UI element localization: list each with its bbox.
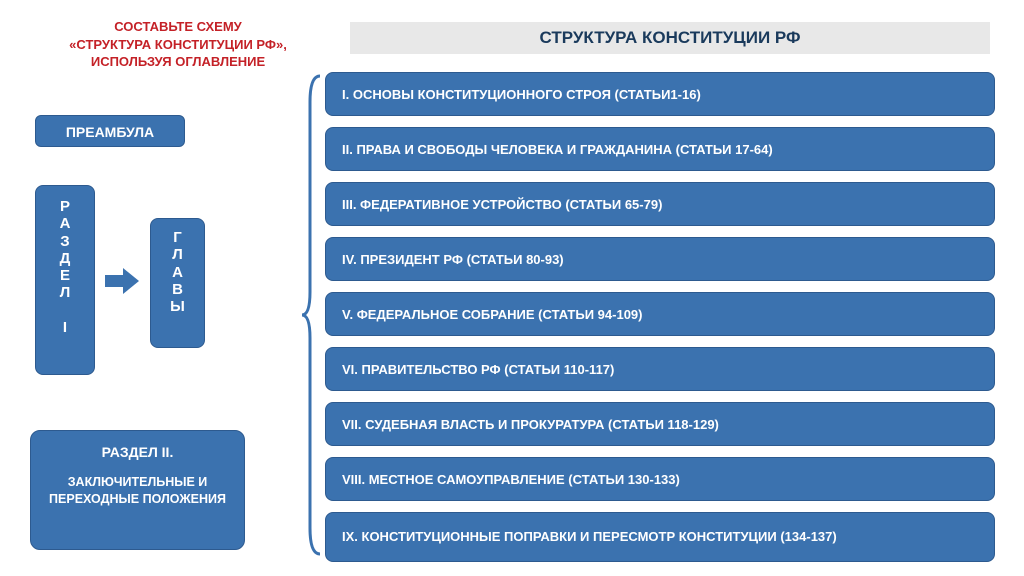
chapter-text: IX. КОНСТИТУЦИОННЫЕ ПОПРАВКИ И ПЕРЕСМОТР… xyxy=(342,529,837,546)
section-2-title: РАЗДЕЛ II. xyxy=(41,443,234,462)
chapters-label-box: Г Л А В Ы xyxy=(150,218,205,348)
section-2-box: РАЗДЕЛ II. ЗАКЛЮЧИТЕЛЬНЫЕ И ПЕРЕХОДНЫЕ П… xyxy=(30,430,245,550)
chapter-box: V. ФЕДЕРАЛЬНОЕ СОБРАНИЕ (СТАТЬИ 94-109) xyxy=(325,292,995,336)
title-text: СТРУКТУРА КОНСТИТУЦИИ РФ xyxy=(539,28,800,47)
chapter-text: VII. СУДЕБНАЯ ВЛАСТЬ И ПРОКУРАТУРА (СТАТ… xyxy=(342,417,719,432)
arrow-head xyxy=(123,268,139,294)
title-bar: СТРУКТУРА КОНСТИТУЦИИ РФ xyxy=(350,22,990,54)
instruction-line2: «СТРУКТУРА КОНСТИТУЦИИ РФ», xyxy=(38,36,318,54)
chapter-box: III. ФЕДЕРАТИВНОЕ УСТРОЙСТВО (СТАТЬИ 65-… xyxy=(325,182,995,226)
chapter-text: VIII. МЕСТНОЕ САМОУПРАВЛЕНИЕ (СТАТЬИ 130… xyxy=(342,472,680,487)
chapter-box: IV. ПРЕЗИДЕНТ РФ (СТАТЬИ 80-93) xyxy=(325,237,995,281)
chapter-text: VI. ПРАВИТЕЛЬСТВО РФ (СТАТЬИ 110-117) xyxy=(342,362,614,377)
chapter-box: VII. СУДЕБНАЯ ВЛАСТЬ И ПРОКУРАТУРА (СТАТ… xyxy=(325,402,995,446)
chapters-vertical-label: Г Л А В Ы xyxy=(151,229,204,315)
instruction-line1: СОСТАВЬТЕ СХЕМУ xyxy=(38,18,318,36)
chapter-box: IX. КОНСТИТУЦИОННЫЕ ПОПРАВКИ И ПЕРЕСМОТР… xyxy=(325,512,995,562)
chapter-text: III. ФЕДЕРАТИВНОЕ УСТРОЙСТВО (СТАТЬИ 65-… xyxy=(342,197,662,212)
arrow-icon xyxy=(105,268,139,294)
chapter-box: I. ОСНОВЫ КОНСТИТУЦИОННОГО СТРОЯ (СТАТЬИ… xyxy=(325,72,995,116)
chapter-text: V. ФЕДЕРАЛЬНОЕ СОБРАНИЕ (СТАТЬИ 94-109) xyxy=(342,307,642,322)
brace-icon xyxy=(300,72,324,558)
section-1-box: Р А З Д Е Л I xyxy=(35,185,95,375)
section-2-subtitle: ЗАКЛЮЧИТЕЛЬНЫЕ И ПЕРЕХОДНЫЕ ПОЛОЖЕНИЯ xyxy=(41,474,234,508)
chapter-text: I. ОСНОВЫ КОНСТИТУЦИОННОГО СТРОЯ (СТАТЬИ… xyxy=(342,87,701,102)
preamble-box: ПРЕАМБУЛА xyxy=(35,115,185,147)
section-1-label: Р А З Д Е Л I xyxy=(36,198,94,336)
instruction-text: СОСТАВЬТЕ СХЕМУ «СТРУКТУРА КОНСТИТУЦИИ Р… xyxy=(38,18,318,71)
chapter-list: I. ОСНОВЫ КОНСТИТУЦИОННОГО СТРОЯ (СТАТЬИ… xyxy=(325,72,995,573)
preamble-label: ПРЕАМБУЛА xyxy=(66,124,154,140)
chapter-box: VIII. МЕСТНОЕ САМОУПРАВЛЕНИЕ (СТАТЬИ 130… xyxy=(325,457,995,501)
chapter-box: VI. ПРАВИТЕЛЬСТВО РФ (СТАТЬИ 110-117) xyxy=(325,347,995,391)
chapter-box: II. ПРАВА И СВОБОДЫ ЧЕЛОВЕКА И ГРАЖДАНИН… xyxy=(325,127,995,171)
chapter-text: IV. ПРЕЗИДЕНТ РФ (СТАТЬИ 80-93) xyxy=(342,252,564,267)
chapter-text: II. ПРАВА И СВОБОДЫ ЧЕЛОВЕКА И ГРАЖДАНИН… xyxy=(342,142,773,157)
arrow-body xyxy=(105,275,125,287)
instruction-line3: ИСПОЛЬЗУЯ ОГЛАВЛЕНИЕ xyxy=(38,53,318,71)
